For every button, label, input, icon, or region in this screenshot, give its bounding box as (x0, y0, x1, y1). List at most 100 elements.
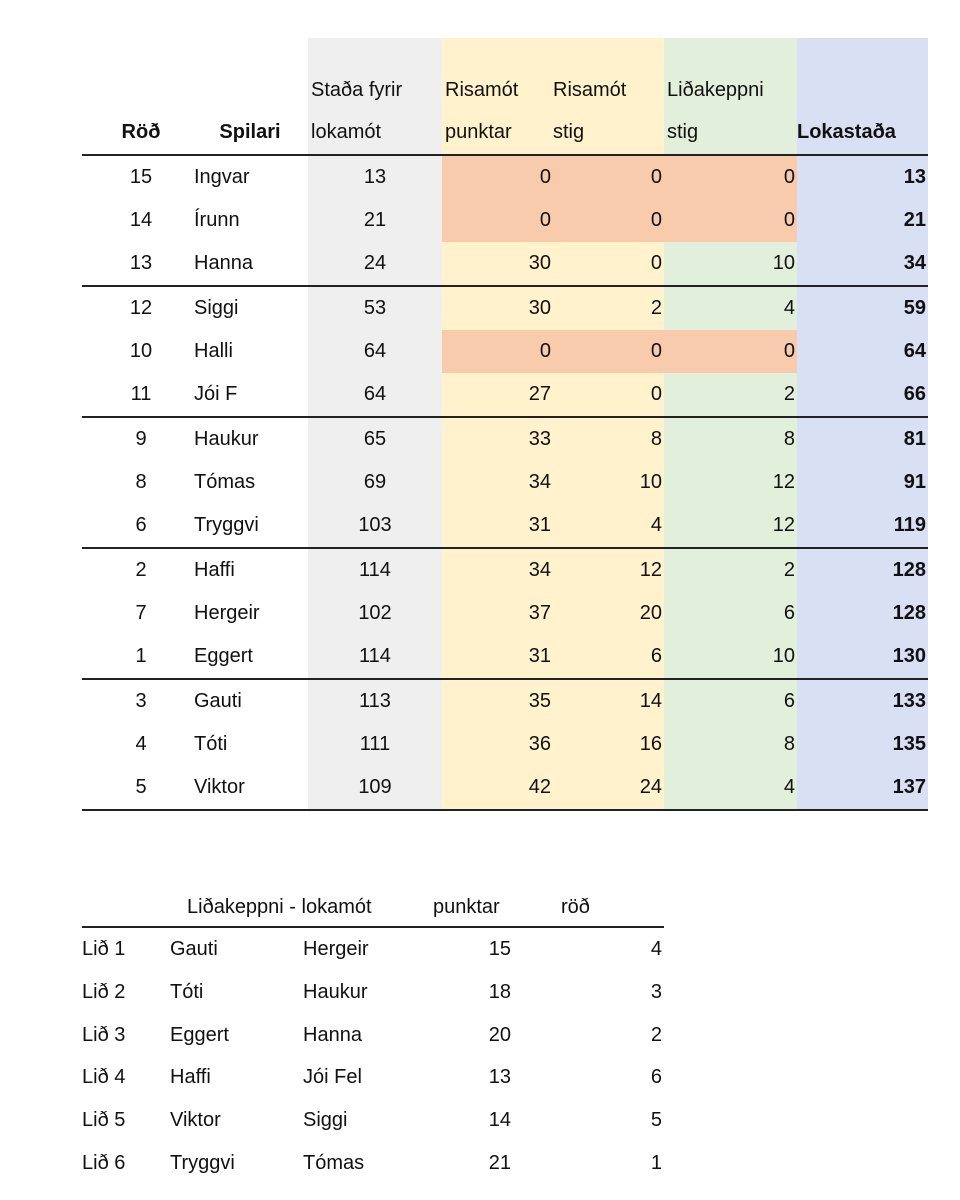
risamot-punktar-cell: 35 (442, 679, 553, 723)
lokastada-cell: 34 (797, 242, 928, 287)
team-player2-cell: Jói Fel (303, 1066, 362, 1089)
header-risamot-punktar-line2: punktar (442, 110, 553, 156)
rank-cell: 3 (135, 690, 147, 712)
rank-cell: 1 (82, 635, 192, 680)
stada-fyrir-lokamot-cell: 13 (308, 155, 442, 199)
player-name-cell: Gauti (194, 690, 242, 712)
lokastada-cell: 66 (797, 373, 928, 418)
team-rank-cell: 3 (650, 981, 662, 1004)
teams-header-title: Liðakeppni - lokamót (170, 888, 433, 928)
lokastada-cell: 119 (797, 504, 928, 549)
team-player2-cell: Siggi (303, 1109, 348, 1132)
lidakeppni-stig-cell: 6 (664, 592, 797, 635)
rank-cell: 7 (135, 602, 147, 624)
header-stada-line2: lokamót (308, 110, 442, 156)
player-name-cell: Halli (194, 340, 233, 362)
player-name-cell: Haukur (194, 428, 259, 450)
player-name-cell: Tómas (194, 471, 256, 493)
risamot-stig-cell: 4 (553, 504, 664, 549)
teams-header-spacer (82, 888, 170, 928)
rank-cell: 4 (135, 733, 147, 755)
teams-body: Lið 1 Gauti Hergeir 15 4 Lið 2 Tóti Haukur 18 3 Li… (82, 927, 664, 1184)
rank-cell: 6 (82, 504, 192, 549)
team-player1-cell: Tryggvi (170, 1151, 235, 1174)
header-lokastada: Lokastaða (797, 110, 928, 156)
risamot-punktar-cell: 34 (442, 461, 553, 504)
teams-header-punktar: punktar (433, 888, 561, 928)
team-row: Lið 4 Haffi Jói Fel 13 6 (82, 1056, 664, 1099)
team-label-cell: Lið 3 (82, 1023, 126, 1046)
risamot-stig-cell: 10 (553, 461, 664, 504)
lokastada-cell: 133 (797, 679, 928, 723)
table-row: 15 Ingvar 13 0 0 0 13 (82, 155, 928, 199)
table-row: 14 Írunn 21 0 0 0 21 (82, 199, 928, 242)
risamot-punktar-cell: 31 (442, 635, 553, 680)
lokastada-cell: 81 (797, 417, 928, 461)
player-name-cell: Írunn (194, 209, 240, 231)
table-row: 13 Hanna 24 30 0 10 34 (82, 242, 928, 287)
table-row: 11 Jói F 64 27 0 2 66 (82, 373, 928, 418)
rank-cell: 12 (129, 297, 153, 319)
lokastada-cell: 59 (797, 286, 928, 330)
team-row: Lið 2 Tóti Haukur 18 3 (82, 971, 664, 1014)
risamot-stig-cell: 0 (553, 199, 664, 242)
header-rod-spacer (82, 38, 192, 110)
team-player2-cell: Haukur (303, 981, 368, 1004)
lidakeppni-stig-cell: 4 (664, 286, 797, 330)
team-punktar-cell: 21 (488, 1151, 511, 1174)
header-spilari: Spilari (192, 110, 308, 156)
team-row: Lið 1 Gauti Hergeir 15 4 (82, 927, 664, 971)
team-label-cell: Lið 1 (82, 938, 126, 961)
table-row: 9 Haukur 65 33 8 8 81 (82, 417, 928, 461)
team-player1-cell: Gauti (170, 938, 218, 961)
team-punktar-cell: 18 (488, 981, 511, 1004)
risamot-stig-cell: 6 (553, 635, 664, 680)
team-player2-cell: Hanna (303, 1023, 362, 1046)
risamot-stig-cell: 0 (553, 330, 664, 373)
risamot-stig-cell: 16 (553, 723, 664, 766)
team-punktar-cell: 20 (488, 1023, 511, 1046)
risamot-stig-cell: 20 (553, 592, 664, 635)
lidakeppni-stig-cell: 2 (664, 548, 797, 592)
lokastada-cell: 21 (797, 199, 928, 242)
header-rod: Röð (82, 110, 192, 156)
lidakeppni-stig-cell: 10 (664, 242, 797, 287)
team-player1-cell: Haffi (170, 1066, 211, 1089)
risamot-stig-cell: 2 (553, 286, 664, 330)
player-name-cell: Hanna (192, 242, 308, 287)
rank-cell: 14 (129, 209, 153, 231)
lidakeppni-stig-cell: 0 (664, 155, 797, 199)
lokastada-cell: 64 (797, 330, 928, 373)
risamot-stig-cell: 8 (553, 417, 664, 461)
rank-cell: 9 (135, 428, 147, 450)
team-label-cell: Lið 6 (82, 1151, 126, 1174)
header-row-1: Staða fyrir Risamót Risamót Liðakeppni (82, 38, 928, 110)
table-row: 4 Tóti 111 36 16 8 135 (82, 723, 928, 766)
table-row: 5 Viktor 109 42 24 4 137 (82, 766, 928, 811)
risamot-punktar-cell: 0 (442, 199, 553, 242)
risamot-stig-cell: 0 (553, 242, 664, 287)
stada-fyrir-lokamot-cell: 111 (308, 723, 442, 766)
team-punktar-cell: 13 (488, 1066, 511, 1089)
header-risamot-stig-line2: stig (553, 110, 664, 156)
team-rank-cell: 6 (650, 1066, 662, 1089)
team-punktar-cell: 14 (488, 1109, 511, 1132)
table-row: 2 Haffi 114 34 12 2 128 (82, 548, 928, 592)
rank-cell: 5 (82, 766, 192, 811)
lidakeppni-stig-cell: 6 (664, 679, 797, 723)
stada-fyrir-lokamot-cell: 69 (308, 461, 442, 504)
team-player1-cell: Viktor (170, 1109, 221, 1132)
risamot-stig-cell: 0 (553, 373, 664, 418)
stada-fyrir-lokamot-cell: 64 (308, 330, 442, 373)
header-lidakeppni-line2: stig (664, 110, 797, 156)
risamot-stig-cell: 12 (553, 548, 664, 592)
teams-header-row: Liðakeppni - lokamót punktar röð (82, 888, 664, 928)
risamot-punktar-cell: 31 (442, 504, 553, 549)
table-row: 6 Tryggvi 103 31 4 12 119 (82, 504, 928, 549)
risamot-punktar-cell: 34 (442, 548, 553, 592)
player-name-cell: Siggi (194, 297, 239, 319)
team-rank-cell: 2 (650, 1023, 662, 1046)
risamot-punktar-cell: 36 (442, 723, 553, 766)
player-name-cell: Viktor (192, 766, 308, 811)
header-lidakeppni-line1: Liðakeppni (664, 38, 797, 110)
